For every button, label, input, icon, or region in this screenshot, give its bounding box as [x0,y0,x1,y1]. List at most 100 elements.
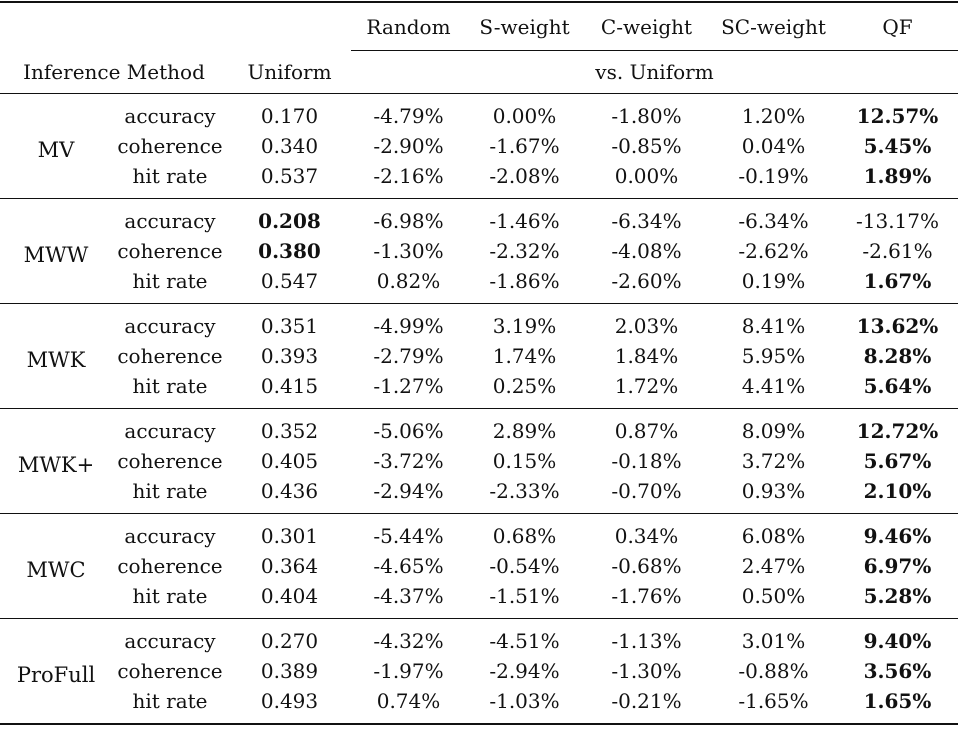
cell-sc-weight: 0.50% [741,584,806,608]
cell-random: -3.72% [373,449,444,473]
cell-c-weight: -0.85% [611,134,682,158]
header-blank [0,1,351,51]
metric-name: coherence [117,449,223,473]
cell-qf: 3.56% [863,659,932,683]
cell-c-weight: -0.21% [583,686,710,725]
cell-s-weight: -1.86% [489,269,560,293]
cell-s-weight: -1.51% [489,584,560,608]
cell-qf: 8.28% [863,344,932,368]
cell-uniform: 0.364 [260,554,319,578]
metric-name: accuracy [112,408,228,446]
cell-qf: -2.61% [862,239,933,263]
method-name: MWW [0,198,112,304]
header-row-1: Random S-weight C-weight SC-weight QF [0,1,958,51]
cell-s-weight: 0.25% [492,374,557,398]
cell-c-weight: 0.87% [583,408,710,446]
table-row: coherence 0.340 -2.90% -1.67% -0.85% 0.04% 5.4… [0,131,958,161]
metric-name: hit rate [132,164,208,188]
cell-uniform: 0.340 [260,134,319,158]
cell-uniform: 0.493 [228,686,351,725]
header-qf: QF [837,1,958,51]
table-row: coherence 0.364 -4.65% -0.54% -0.68% 2.47% 6.9… [0,551,958,581]
cell-qf: 6.97% [863,554,932,578]
cell-c-weight: -0.70% [611,479,682,503]
cell-random: -4.99% [351,303,466,341]
method-name: ProFull [0,618,112,725]
header-random: Random [351,1,466,51]
cell-sc-weight: 3.01% [710,618,837,656]
cell-qf: 5.67% [863,449,932,473]
cell-c-weight: 1.84% [614,344,679,368]
metric-name: coherence [117,344,223,368]
metric-name: coherence [117,554,223,578]
method-name: MWC [0,513,112,619]
header-sc-weight: SC-weight [710,1,837,51]
table-row: coherence 0.393 -2.79% 1.74% 1.84% 5.95% 8.28% [0,341,958,371]
table-row: MV accuracy 0.170 -4.79% 0.00% -1.80% 1.20% 12.… [0,93,958,199]
cell-sc-weight: 0.93% [741,479,806,503]
cell-qf: 12.57% [837,93,958,131]
cell-random: -4.79% [351,93,466,131]
cell-sc-weight: 8.09% [710,408,837,446]
cell-random: -5.06% [351,408,466,446]
cell-qf: 12.72% [837,408,958,446]
metric-name: hit rate [132,269,208,293]
table-row: hit rate 0.436 -2.94% -2.33% -0.70% 0.93% 2.10… [0,476,958,514]
cell-sc-weight: 8.41% [710,303,837,341]
cell-c-weight: 0.00% [614,164,679,188]
cell-qf: 5.45% [863,134,932,158]
cell-c-weight: -2.60% [611,269,682,293]
table-row: coherence 0.389 -1.97% -2.94% -1.30% -0.88% 3.… [0,656,958,686]
cell-s-weight: -1.46% [466,198,583,236]
cell-c-weight: -4.08% [611,239,682,263]
metric-name: accuracy [112,198,228,236]
cell-uniform: 0.537 [260,164,319,188]
cell-c-weight: -1.30% [611,659,682,683]
cell-uniform: 0.415 [260,374,319,398]
metric-name: coherence [117,134,223,158]
cell-sc-weight: -0.88% [738,659,809,683]
cell-random: -4.65% [373,554,444,578]
cell-random: -1.27% [373,374,444,398]
cell-s-weight: -2.08% [489,164,560,188]
method-name: MWK+ [0,408,112,514]
cell-uniform: 0.208 [228,198,351,236]
cell-sc-weight: -6.34% [710,198,837,236]
cell-uniform: 0.270 [228,618,351,656]
cell-c-weight: -0.18% [611,449,682,473]
cell-s-weight: 0.00% [466,93,583,131]
table-header: Random S-weight C-weight SC-weight QF In… [0,1,958,94]
cell-s-weight: -4.51% [466,618,583,656]
metric-name: coherence [117,659,223,683]
cell-random: 0.74% [351,686,466,725]
table-row: hit rate 0.537 -2.16% -2.08% 0.00% -0.19% 1.89… [0,161,958,199]
cell-random: -2.79% [373,344,444,368]
cell-sc-weight: 0.19% [741,269,806,293]
cell-qf: 5.64% [863,374,932,398]
cell-sc-weight: -1.65% [710,686,837,725]
cell-uniform: 0.170 [228,93,351,131]
cell-qf: 1.65% [837,686,958,725]
cell-qf: 13.62% [837,303,958,341]
header-vs-uniform: vs. Uniform [595,60,714,84]
cell-qf: 5.28% [863,584,932,608]
method-name: MWK [0,303,112,409]
header-inference-method: Inference Method [23,59,205,84]
table-body: MV accuracy 0.170 -4.79% 0.00% -1.80% 1.20% 12.… [0,93,958,725]
cell-uniform: 0.404 [260,584,319,608]
cell-random: -4.37% [373,584,444,608]
cell-sc-weight: 2.47% [741,554,806,578]
cell-s-weight: -1.67% [489,134,560,158]
cell-c-weight: -1.76% [611,584,682,608]
cell-qf: 9.40% [837,618,958,656]
method-name: MV [0,93,112,199]
metric-name: accuracy [112,618,228,656]
metric-name: hit rate [132,374,208,398]
table-row: MWK+ accuracy 0.352 -5.06% 2.89% 0.87% 8.09% 12… [0,408,958,514]
cell-random: -1.30% [373,239,444,263]
table-row: hit rate 0.493 0.74% -1.03% -0.21% -1.65% 1.65… [0,686,958,725]
header-row-2: Inference Method Uniform vs. Uniform [0,51,958,94]
cell-uniform: 0.393 [260,344,319,368]
